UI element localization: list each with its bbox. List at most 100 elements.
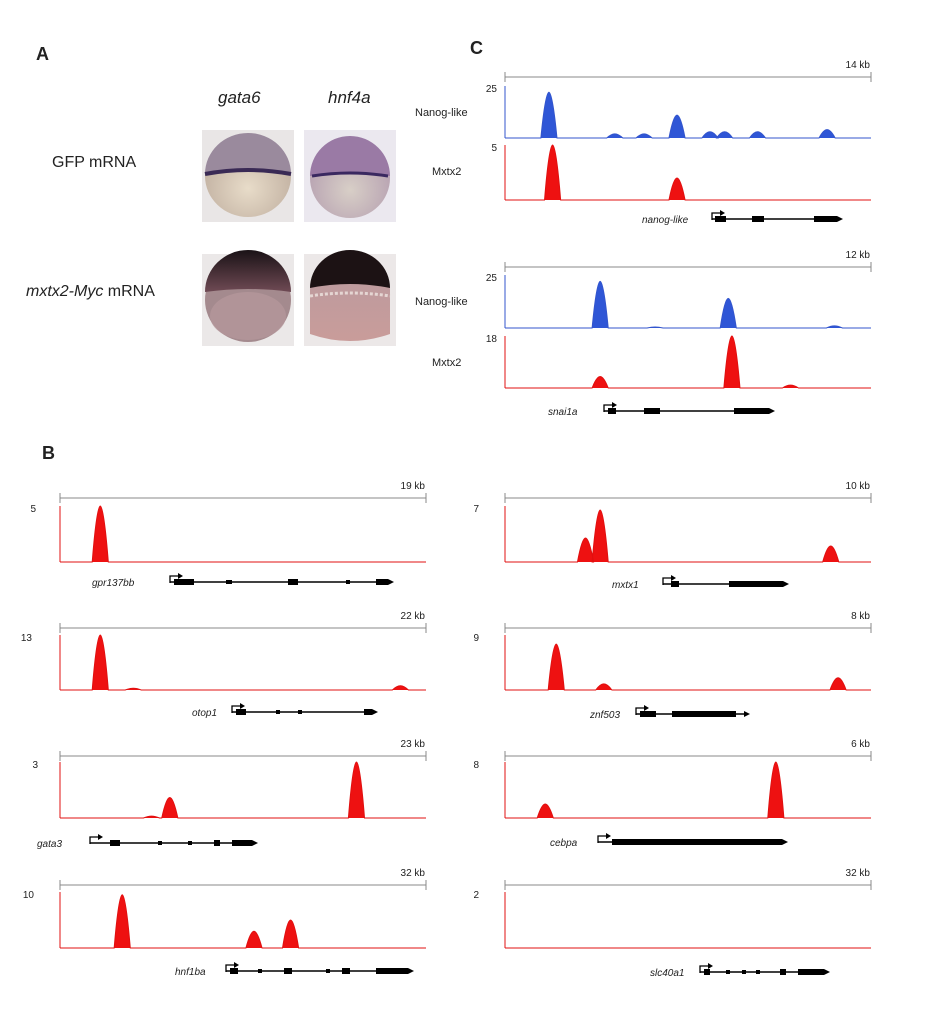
signal-area-mxtx2 xyxy=(505,643,871,691)
track-ymax-label: 25 xyxy=(486,273,498,284)
track-name-label: Nanog-like xyxy=(415,107,468,119)
embryo-mxtx2-hnf4a xyxy=(309,250,391,341)
region-size-label: 32 kb xyxy=(846,868,871,879)
exon-small xyxy=(756,970,760,974)
tss-arrow-icon xyxy=(231,705,241,713)
row-label-mxtx2-gene: mxtx2-Myc xyxy=(26,283,104,300)
track-ymax-label: 7 xyxy=(473,504,479,515)
track-group-hnf1ba: 32 kb 10 xyxy=(23,868,427,949)
signal-area-Mxtx2 xyxy=(505,144,871,201)
gene-model-slc40a1: slc40a1 xyxy=(650,963,830,979)
signal-area-Nanog-like xyxy=(505,91,871,139)
exon-small xyxy=(188,841,192,845)
strand-arrow-icon xyxy=(388,579,394,585)
exon-box xyxy=(174,579,194,585)
signal-area-Nanog-like xyxy=(505,280,871,329)
track-group-cebpa: 6 kb 8 xyxy=(473,739,872,819)
exon-box xyxy=(230,968,238,974)
tss-arrowhead-icon xyxy=(644,705,649,711)
strand-arrow-icon xyxy=(837,216,843,222)
exon-small xyxy=(298,710,302,714)
exon-box xyxy=(704,969,710,975)
track-name-label: Mxtx2 xyxy=(432,166,461,178)
gene-model-gata3: gata3 xyxy=(37,834,258,850)
region-size-label: 8 kb xyxy=(851,611,870,622)
track-ymax-label: 9 xyxy=(473,633,479,644)
tss-arrowhead-icon xyxy=(240,703,245,709)
embryo-gfp-gata6 xyxy=(204,133,292,217)
gene-model-cebpa: cebpa xyxy=(550,833,788,849)
exon-box xyxy=(110,840,120,846)
region-size-label: 32 kb xyxy=(401,868,426,879)
strand-arrow-icon xyxy=(769,408,775,414)
exon-small xyxy=(226,580,232,584)
gene-label-nanog-like: nanog-like xyxy=(642,215,689,226)
exon-small xyxy=(276,710,280,714)
track-group-nanog-like: 14 kb 25 Nanog-like 5 Mxtx2 xyxy=(415,60,872,201)
track-ymax-label: 3 xyxy=(32,760,38,771)
exon-box xyxy=(284,968,292,974)
exon-box xyxy=(376,579,388,585)
exon-box xyxy=(814,216,837,222)
signal-area-mxtx2 xyxy=(60,761,426,819)
exon-box xyxy=(798,969,824,975)
track-group-gpr137bb: 19 kb 5 xyxy=(30,481,427,563)
tss-arrowhead-icon xyxy=(98,834,103,840)
exon-box xyxy=(236,709,246,715)
strand-arrow-icon xyxy=(252,840,258,846)
strand-arrow-icon xyxy=(783,581,789,587)
signal-area-mxtx2 xyxy=(60,634,426,691)
tss-arrowhead-icon xyxy=(720,210,725,216)
signal-area-Mxtx2 xyxy=(505,335,871,389)
signal-area-mxtx2 xyxy=(505,761,871,819)
exon-box xyxy=(734,408,769,414)
track-group-slc40a1: 32 kb 2 xyxy=(473,868,872,949)
exon-small xyxy=(726,970,730,974)
exon-box xyxy=(232,840,252,846)
exon-small xyxy=(742,970,746,974)
region-size-label: 10 kb xyxy=(846,481,871,492)
tss-arrowhead-icon xyxy=(606,833,611,839)
exon-box xyxy=(671,581,679,587)
track-group-snai1a: 12 kb 25 Nanog-like 18 Mxtx2 xyxy=(415,250,872,389)
tss-arrowhead-icon xyxy=(612,402,617,408)
gene-model-hnf1ba: hnf1ba xyxy=(175,962,414,978)
track-group-gata3: 23 kb 3 xyxy=(32,739,427,819)
tss-arrow-icon xyxy=(711,212,721,220)
exon-box xyxy=(640,711,656,717)
embryo-gfp-hnf4a xyxy=(310,136,390,218)
region-size-label: 6 kb xyxy=(851,739,870,750)
signal-area-mxtx2 xyxy=(60,894,426,949)
exon-box xyxy=(364,709,372,715)
strand-arrow-icon xyxy=(744,711,750,717)
exon-small xyxy=(346,580,350,584)
column-header-gata6: gata6 xyxy=(218,88,261,107)
row-label-gfp: GFP mRNA xyxy=(52,154,137,171)
track-name-label: Nanog-like xyxy=(415,296,468,308)
strand-arrow-icon xyxy=(824,969,830,975)
track-ymax-label: 18 xyxy=(486,334,498,345)
gene-label-gata3: gata3 xyxy=(37,839,62,850)
track-ymax-label: 25 xyxy=(486,84,498,95)
tss-arrowhead-icon xyxy=(708,963,713,969)
track-name-label: Mxtx2 xyxy=(432,357,461,369)
track-group-mxtx1: 10 kb 7 xyxy=(473,481,872,563)
region-size-label: 23 kb xyxy=(401,739,426,750)
exon-small xyxy=(258,969,262,973)
track-ymax-label: 8 xyxy=(473,760,479,771)
track-ymax-label: 5 xyxy=(491,143,497,154)
exon-box xyxy=(752,216,764,222)
gene-model-snai1a: snai1a xyxy=(548,402,775,418)
exon-box xyxy=(288,579,298,585)
strand-arrow-icon xyxy=(782,839,788,845)
tss-arrow-icon xyxy=(597,835,607,843)
region-size-label: 14 kb xyxy=(846,60,871,71)
track-group-otop1: 22 kb 13 xyxy=(21,611,427,691)
gene-label-otop1: otop1 xyxy=(192,708,217,719)
gene-label-hnf1ba: hnf1ba xyxy=(175,967,206,978)
embryo-mxtx2-gata6 xyxy=(205,250,291,342)
strand-arrow-icon xyxy=(408,968,414,974)
embryo-image-grid xyxy=(202,130,396,346)
exon-box xyxy=(672,711,736,717)
row-label-mxtx2-suffix: mRNA xyxy=(103,283,155,300)
